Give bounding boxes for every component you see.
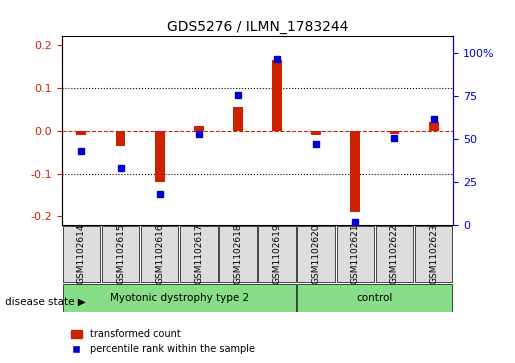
Bar [233,107,243,131]
FancyBboxPatch shape [298,284,452,311]
Bar [154,131,164,182]
FancyBboxPatch shape [180,226,217,282]
Text: GSM1102623: GSM1102623 [429,224,438,284]
FancyBboxPatch shape [219,226,256,282]
Text: GSM1102617: GSM1102617 [194,224,203,285]
Text: GSM1102618: GSM1102618 [233,224,243,285]
FancyBboxPatch shape [415,226,452,282]
Bar [389,131,400,134]
FancyBboxPatch shape [102,226,139,282]
Bar [115,131,125,146]
Bar [272,60,282,131]
Text: GSM1102620: GSM1102620 [312,224,321,284]
Bar [311,131,321,135]
Text: GSM1102616: GSM1102616 [155,224,164,285]
Bar [194,126,203,131]
FancyBboxPatch shape [259,226,296,282]
Text: disease state ▶: disease state ▶ [5,296,86,306]
Bar [350,131,360,212]
Text: control: control [357,293,393,303]
Text: GSM1102622: GSM1102622 [390,224,399,284]
Text: GSM1102621: GSM1102621 [351,224,360,284]
FancyBboxPatch shape [337,226,374,282]
Legend: transformed count, percentile rank within the sample: transformed count, percentile rank withi… [66,326,259,358]
FancyBboxPatch shape [376,226,413,282]
Text: GSM1102614: GSM1102614 [77,224,86,284]
Text: Myotonic dystrophy type 2: Myotonic dystrophy type 2 [110,293,249,303]
FancyBboxPatch shape [63,226,100,282]
FancyBboxPatch shape [63,284,296,311]
Bar [76,131,86,135]
FancyBboxPatch shape [141,226,178,282]
Text: GSM1102619: GSM1102619 [272,224,282,285]
FancyBboxPatch shape [298,226,335,282]
Bar [428,122,438,131]
Title: GDS5276 / ILMN_1783244: GDS5276 / ILMN_1783244 [167,20,348,34]
Text: GSM1102615: GSM1102615 [116,224,125,285]
